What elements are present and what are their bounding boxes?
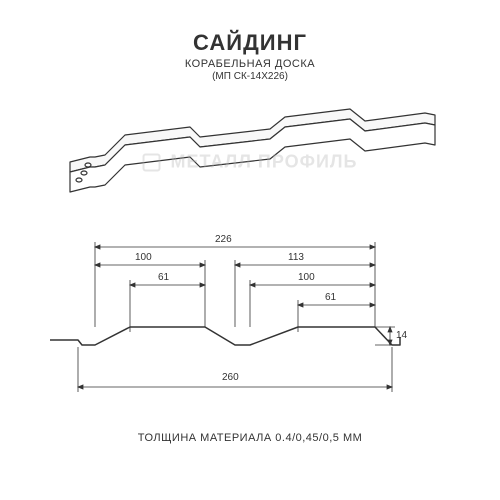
dim-260: 260 — [222, 372, 239, 383]
dim-113: 113 — [288, 252, 304, 263]
product-title: САЙДИНГ — [185, 30, 315, 56]
tech-svg — [40, 232, 460, 402]
dim-14: 14 — [396, 330, 407, 341]
technical-view: 226 100 113 61 100 61 14 260 — [40, 232, 460, 402]
iso-svg — [40, 107, 460, 217]
dim-226: 226 — [215, 234, 232, 245]
isometric-view: МЕТАЛЛ ПРОФИЛЬ — [40, 107, 460, 217]
dim-100a: 100 — [135, 252, 152, 263]
dim-100b: 100 — [298, 272, 315, 283]
product-model: (МП СК-14Х226) — [185, 71, 315, 82]
dim-61a: 61 — [158, 272, 169, 283]
title-block: САЙДИНГ КОРАБЕЛЬНАЯ ДОСКА (МП СК-14Х226) — [185, 30, 315, 82]
dim-61b: 61 — [325, 292, 336, 303]
product-sheet: САЙДИНГ КОРАБЕЛЬНАЯ ДОСКА (МП СК-14Х226)… — [0, 0, 500, 500]
product-subtitle: КОРАБЕЛЬНАЯ ДОСКА — [185, 58, 315, 70]
material-thickness: ТОЛЩИНА МАТЕРИАЛА 0.4/0,45/0,5 ММ — [138, 432, 363, 444]
